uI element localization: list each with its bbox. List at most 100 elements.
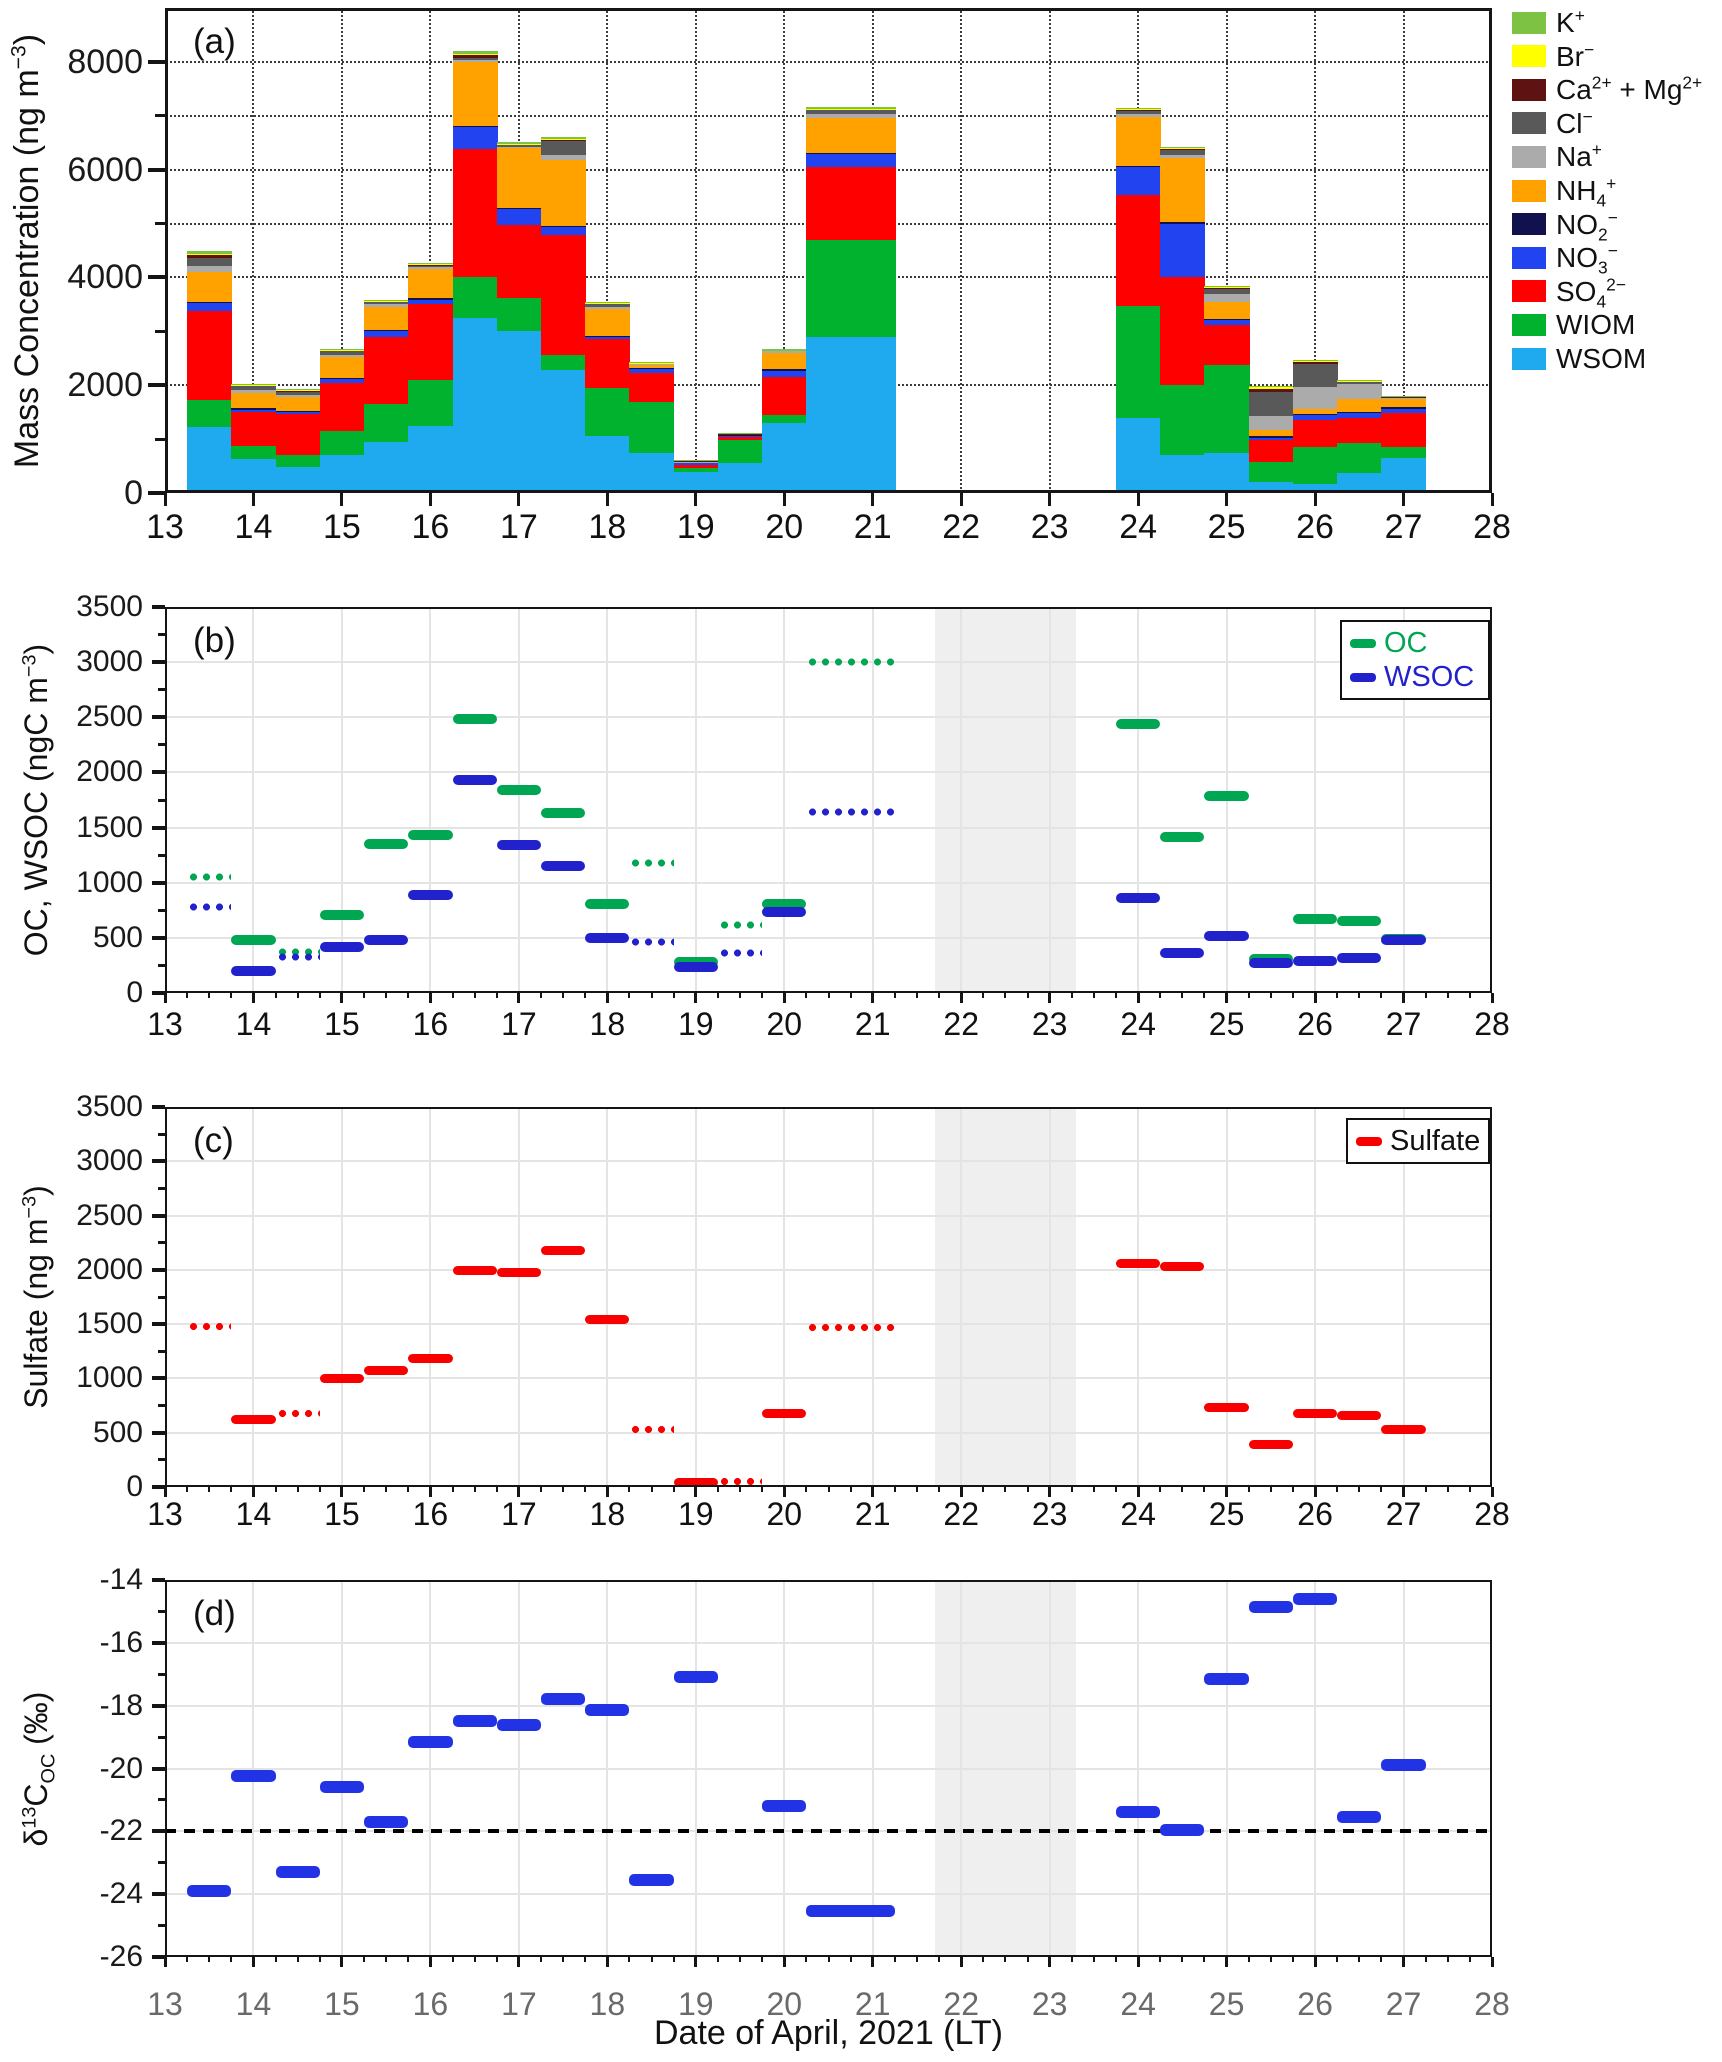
x-tick-label: 23 xyxy=(1031,1986,1068,2022)
bar-segment-br xyxy=(275,390,321,392)
x-tick-minor xyxy=(1336,1957,1339,1962)
bar-segment-so4 xyxy=(1160,277,1206,386)
oc-dash xyxy=(319,909,365,920)
x-tick-minor xyxy=(1181,993,1184,998)
legend-item: NO3− xyxy=(1512,241,1717,276)
x-tick-minor xyxy=(893,993,896,998)
x-tick-label: 22 xyxy=(942,508,981,546)
y-tick-major xyxy=(152,1322,165,1327)
x-tick-minor xyxy=(628,1487,631,1492)
x-tick-label: 14 xyxy=(234,508,273,546)
x-tick-minor xyxy=(827,1487,830,1492)
gridline-vertical xyxy=(871,607,874,993)
x-tick-major xyxy=(1136,1487,1140,1497)
x-tick-label: 17 xyxy=(501,1006,537,1042)
x-tick-minor xyxy=(1468,1957,1471,1962)
x-tick-major xyxy=(694,1487,698,1497)
x-tick-minor xyxy=(1468,993,1471,998)
x-tick-label: 27 xyxy=(1385,1006,1422,1042)
bar-segment-na xyxy=(319,355,365,358)
bar-segment-nh4 xyxy=(762,353,808,370)
gridline-vertical xyxy=(1402,1107,1405,1487)
sulfate-dash xyxy=(1248,1440,1293,1450)
sulfate-dash xyxy=(1204,1403,1249,1413)
bar-segment-no2 xyxy=(540,225,586,228)
wsoc-dash xyxy=(1292,956,1338,967)
bar-segment-so4 xyxy=(1337,417,1383,443)
x-tick-minor xyxy=(1115,1957,1118,1962)
bar-segment-wiom xyxy=(408,379,454,426)
y-tick-label: 3500 xyxy=(76,1090,143,1123)
bar-segment-wsom xyxy=(1292,483,1338,493)
bar-segment-wsom xyxy=(187,426,233,493)
x-tick-label: 18 xyxy=(589,1006,626,1042)
oc-dash xyxy=(187,872,232,883)
x-tick-minor xyxy=(230,1957,233,1962)
x-tick-major xyxy=(428,1957,432,1967)
bar-segment-nh4 xyxy=(1381,399,1427,408)
d13c-oc-dash xyxy=(540,1693,586,1706)
x-tick-minor xyxy=(451,1957,454,1962)
sulfate-dash xyxy=(540,1245,586,1255)
x-tick-minor xyxy=(296,993,299,998)
x-tick-major xyxy=(1402,993,1406,1003)
y-tick-minor xyxy=(158,1241,165,1245)
gridline-horizontal xyxy=(165,1214,1492,1217)
y-tick-major xyxy=(152,1430,165,1435)
bar-segment-no3 xyxy=(275,411,321,415)
y-tick-label: 2000 xyxy=(67,366,143,405)
bar-segment-no2 xyxy=(1116,165,1162,168)
bar-segment-br xyxy=(452,54,498,56)
bar-segment-na xyxy=(806,113,896,118)
x-tick-major xyxy=(163,1957,167,1967)
bar-segment-wsom xyxy=(806,336,896,493)
y-tick-label: -24 xyxy=(99,1877,143,1911)
x-tick-minor xyxy=(1380,993,1383,998)
d13c-oc-dash xyxy=(762,1800,807,1813)
bar-segment-no2 xyxy=(585,335,631,337)
bar-segment-no3 xyxy=(1337,412,1383,418)
wsoc-dash xyxy=(319,941,365,952)
wsoc-dash xyxy=(540,861,586,872)
gridline-vertical xyxy=(517,607,520,993)
bar-segment-nh4 xyxy=(187,271,233,302)
bar-segment-wsom xyxy=(275,467,321,493)
x-tick-label: 27 xyxy=(1385,1986,1422,2022)
gridline-vertical xyxy=(429,607,432,993)
x-tick-major xyxy=(782,993,786,1003)
bar-segment-so4 xyxy=(629,372,675,402)
x-tick-minor xyxy=(1358,1957,1361,1962)
y-tick-minor xyxy=(158,1132,165,1136)
x-tick-label: 25 xyxy=(1208,1006,1245,1042)
x-tick-label: 16 xyxy=(412,1006,449,1042)
oc-dash xyxy=(1204,790,1249,801)
bar-segment-so4 xyxy=(762,376,808,415)
x-tick-major xyxy=(959,993,963,1003)
bar-segment-k xyxy=(717,432,763,434)
legend-item: Na+ xyxy=(1512,140,1717,173)
x-tick-label: 22 xyxy=(943,1986,979,2022)
bar-segment-cl xyxy=(275,391,321,395)
bar-segment-br xyxy=(585,302,631,304)
legend-dash xyxy=(1350,638,1376,648)
reference-line-dashed xyxy=(165,1829,1492,1834)
bar-segment-cl xyxy=(408,265,454,268)
bar-segment-k xyxy=(629,361,675,363)
y-tick-major xyxy=(148,491,165,495)
x-tick-label: 13 xyxy=(146,508,184,546)
x-tick-label: 26 xyxy=(1297,1006,1333,1042)
bar-segment-wiom xyxy=(673,467,719,472)
x-tick-label: 24 xyxy=(1120,1496,1156,1532)
x-tick-label: 16 xyxy=(412,1496,449,1532)
bar-segment-cl xyxy=(452,58,498,60)
x-tick-major xyxy=(517,993,521,1003)
x-tick-minor xyxy=(318,993,321,998)
x-tick-major xyxy=(1048,993,1052,1003)
bar-segment-no3 xyxy=(319,378,365,383)
bar-segment-so4 xyxy=(1381,412,1427,447)
x-tick-minor xyxy=(761,1957,764,1962)
d13c-oc-dash xyxy=(585,1704,630,1717)
y-tick-label: -20 xyxy=(99,1751,143,1785)
sulfate-dash xyxy=(806,1322,895,1332)
x-tick-minor xyxy=(915,1487,918,1492)
